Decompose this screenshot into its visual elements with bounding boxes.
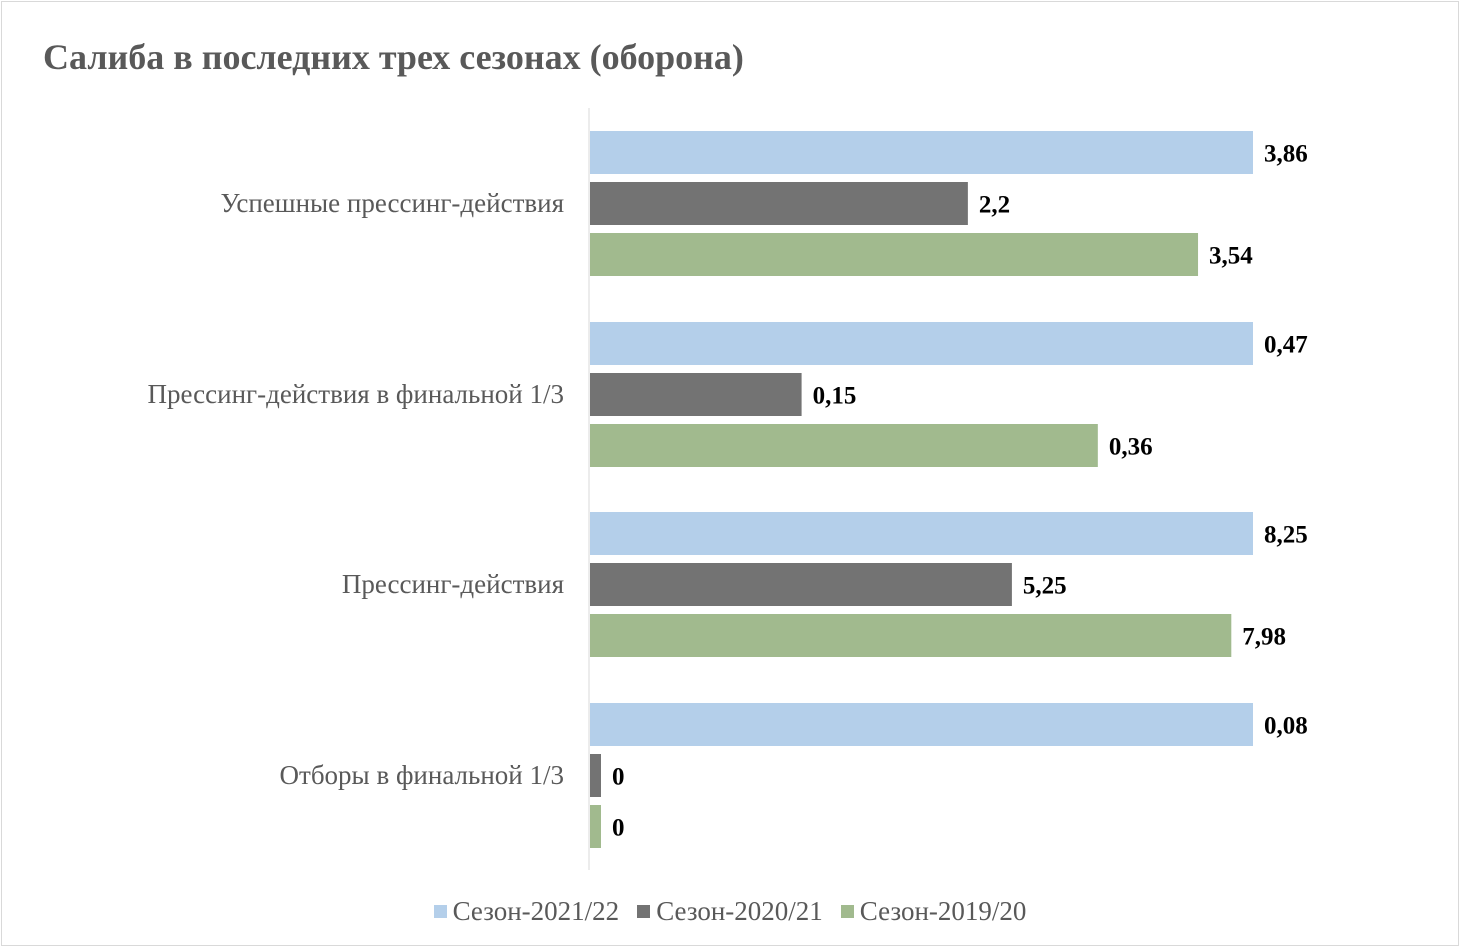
legend-label-2020-21: Сезон-2020/21 bbox=[656, 896, 823, 926]
chart-title: Салиба в последних трех сезонах (оборона… bbox=[43, 37, 744, 77]
category-label: Отборы в финальной 1/3 bbox=[280, 760, 564, 790]
bar bbox=[590, 614, 1232, 657]
data-label: 8,25 bbox=[1264, 522, 1308, 549]
bar bbox=[590, 322, 1253, 365]
category-label: Прессинг-действия в финальной 1/3 bbox=[148, 379, 564, 409]
legend-swatch-2019-20 bbox=[840, 905, 854, 918]
data-label: 0,36 bbox=[1109, 434, 1153, 461]
legend-item-2019-20: Сезон-2019/20 bbox=[840, 896, 1027, 927]
bar bbox=[590, 233, 1199, 276]
legend-swatch-2020-21 bbox=[637, 905, 651, 918]
data-label: 3,86 bbox=[1264, 141, 1308, 168]
bar bbox=[590, 182, 968, 225]
bar bbox=[590, 805, 601, 848]
data-label: 0,47 bbox=[1264, 332, 1308, 359]
category-label: Успешные прессинг-действия bbox=[220, 188, 564, 218]
data-label: 2,2 bbox=[979, 192, 1010, 219]
legend-item-2020-21: Сезон-2020/21 bbox=[637, 896, 823, 927]
data-label: 7,98 bbox=[1242, 624, 1286, 651]
data-label: 3,54 bbox=[1209, 243, 1253, 270]
bar bbox=[590, 131, 1253, 174]
bar bbox=[590, 754, 601, 797]
data-label: 0,15 bbox=[813, 383, 857, 410]
data-label: 0,08 bbox=[1264, 713, 1308, 740]
legend-swatch-2021-22 bbox=[433, 905, 447, 918]
legend-item-2021-22: Сезон-2021/22 bbox=[433, 896, 620, 927]
category-label: Прессинг-действия bbox=[342, 569, 564, 599]
data-label: 0 bbox=[612, 764, 625, 791]
bar bbox=[590, 373, 802, 416]
legend-label-2019-20: Сезон-2019/20 bbox=[859, 896, 1027, 926]
data-label: 5,25 bbox=[1023, 573, 1067, 600]
legend-label-2021-22: Сезон-2021/22 bbox=[452, 896, 620, 926]
legend: Сезон-2021/22 Сезон-2020/21 Сезон-2019/2… bbox=[0, 896, 1460, 927]
data-label: 0 bbox=[612, 815, 625, 842]
bar bbox=[590, 424, 1098, 467]
bar bbox=[590, 703, 1253, 746]
bar bbox=[590, 512, 1253, 555]
bar bbox=[590, 563, 1012, 606]
